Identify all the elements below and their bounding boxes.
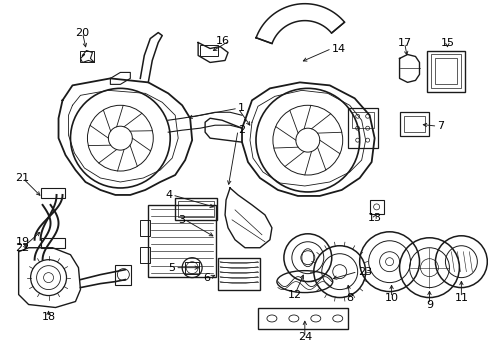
Bar: [258, 307, 347, 329]
Bar: [140, 247, 150, 263]
Text: 9: 9: [425, 300, 432, 310]
Bar: [351, 112, 373, 128]
Text: 22: 22: [16, 243, 30, 253]
Text: 13: 13: [367, 213, 381, 223]
Text: 14: 14: [331, 44, 345, 54]
Bar: [185, 262, 199, 274]
Bar: [140, 220, 150, 236]
Bar: [148, 205, 216, 276]
Bar: [347, 108, 377, 148]
Text: 4: 4: [165, 190, 172, 200]
Bar: [403, 116, 425, 132]
Text: 6: 6: [203, 273, 210, 283]
Bar: [175, 198, 217, 220]
Bar: [41, 238, 64, 248]
Bar: [41, 188, 64, 198]
Text: 24: 24: [297, 332, 311, 342]
Bar: [369, 200, 383, 214]
Text: 23: 23: [357, 267, 371, 276]
Text: 10: 10: [384, 293, 398, 302]
Bar: [435, 58, 456, 84]
Text: 12: 12: [287, 289, 301, 300]
Text: 16: 16: [216, 36, 229, 46]
Text: 21: 21: [16, 173, 30, 183]
Bar: [399, 112, 428, 136]
Text: 8: 8: [346, 293, 352, 302]
Bar: [218, 258, 260, 289]
Bar: [430, 54, 461, 88]
Text: 17: 17: [397, 37, 411, 48]
Bar: [200, 45, 218, 57]
Text: 2: 2: [238, 125, 244, 135]
Text: 15: 15: [440, 37, 453, 48]
Bar: [81, 50, 94, 62]
Text: 1: 1: [238, 103, 244, 113]
Bar: [427, 50, 465, 92]
Bar: [178, 201, 214, 217]
Bar: [115, 265, 131, 285]
Text: 5: 5: [168, 263, 175, 273]
Text: 18: 18: [41, 312, 56, 323]
Text: 19: 19: [16, 237, 30, 247]
Text: 3: 3: [178, 215, 185, 225]
Text: 11: 11: [453, 293, 468, 302]
Text: 20: 20: [75, 28, 89, 37]
Text: 7: 7: [437, 121, 444, 131]
